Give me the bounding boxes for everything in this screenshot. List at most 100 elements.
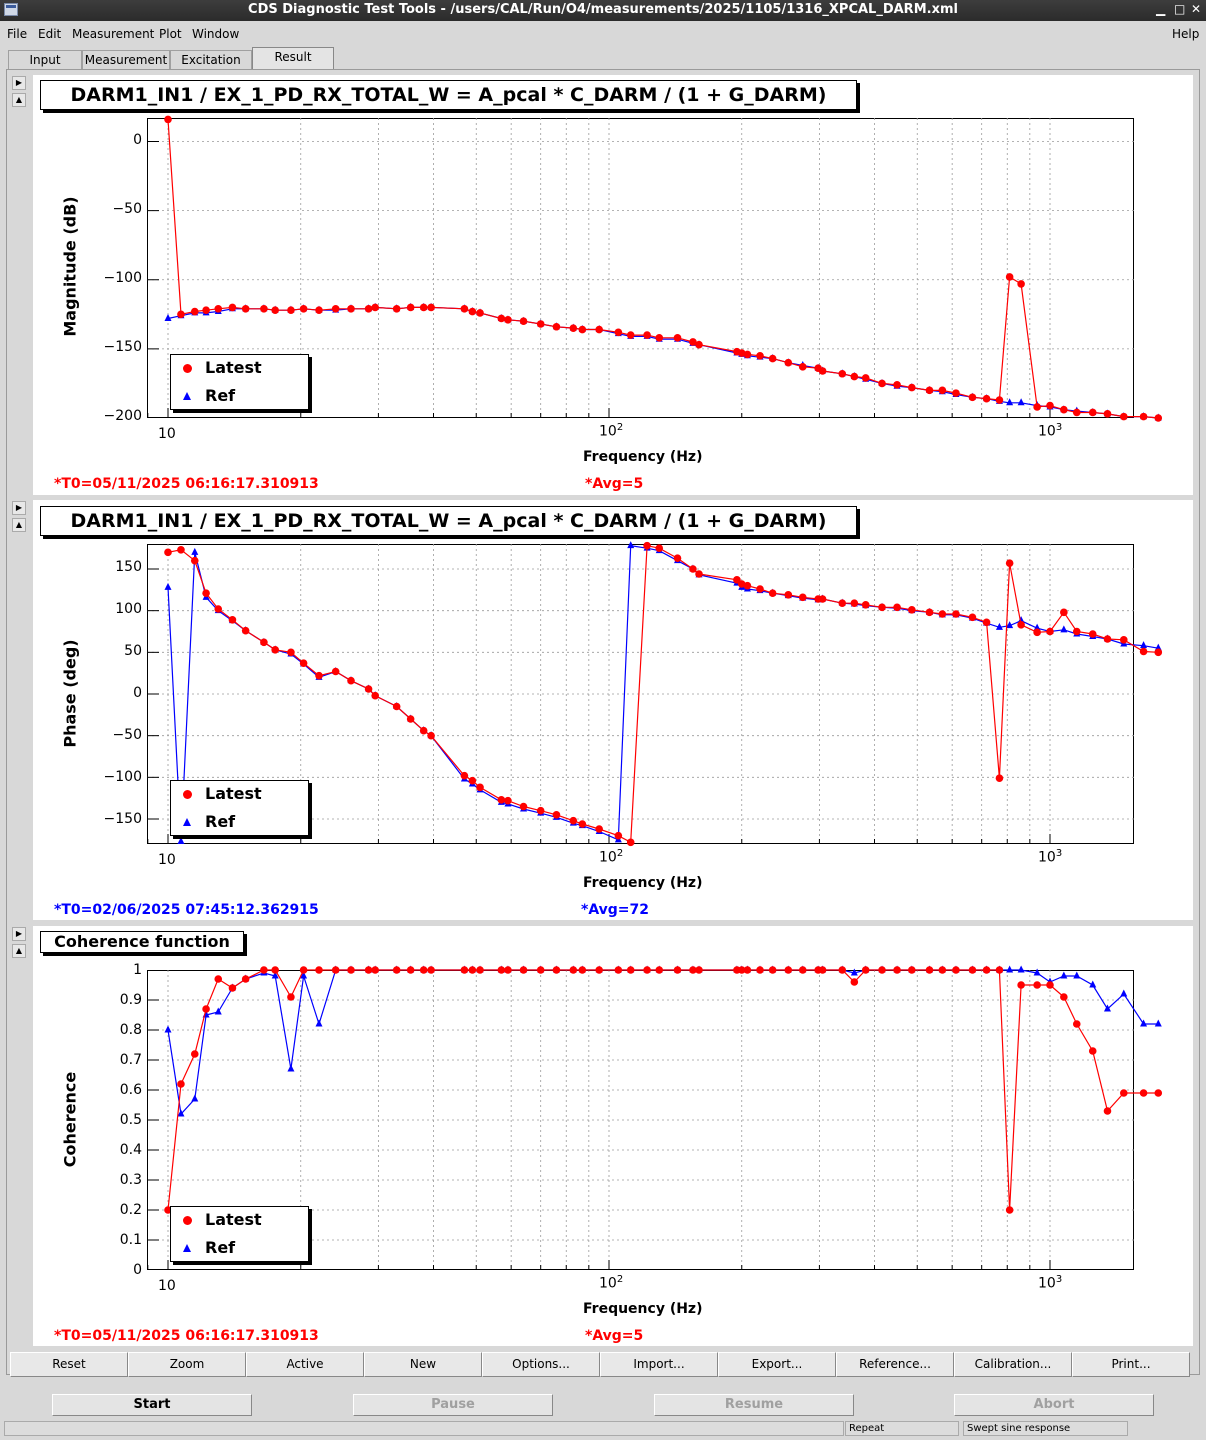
pad-collapse-arrow-icon[interactable]: ▲: [12, 944, 26, 958]
latest-data-point: [784, 966, 793, 974]
menu-measurement[interactable]: Measurement: [72, 27, 155, 41]
latest-data-point: [190, 556, 199, 565]
reference-button[interactable]: Reference...: [836, 1352, 954, 1377]
latest-data-point: [925, 966, 934, 974]
tab-measurement[interactable]: Measurement: [82, 50, 170, 69]
latest-data-point: [331, 304, 340, 313]
phase-chart[interactable]: [147, 541, 1163, 847]
export-button[interactable]: Export...: [718, 1352, 836, 1377]
y-axis-label: Phase (deg): [60, 639, 80, 748]
pause-button[interactable]: Pause: [353, 1394, 553, 1416]
latest-data-point: [287, 993, 295, 1001]
latest-data-point: [1088, 408, 1097, 417]
latest-data-point: [427, 731, 435, 740]
magnitude-plot-frame[interactable]: [147, 118, 1134, 418]
options-button[interactable]: Options...: [482, 1352, 600, 1377]
latest-data-point: [419, 966, 428, 974]
legend-ref: Ref: [205, 1238, 236, 1257]
latest-data-point: [982, 966, 991, 974]
latest-series-line: [167, 969, 1159, 1211]
latest-data-point: [552, 966, 561, 974]
latest-data-point: [260, 966, 268, 974]
latest-data-point: [497, 796, 506, 804]
ref-series-line: [167, 969, 1159, 1116]
legend[interactable]: Latest Ref: [170, 354, 309, 410]
ref-data-point: [315, 1019, 323, 1027]
zoom-button[interactable]: Zoom: [128, 1352, 246, 1377]
latest-data-point: [643, 331, 651, 339]
latest-data-point: [1033, 403, 1041, 411]
pad-collapse-arrow-icon[interactable]: ▲: [12, 93, 26, 107]
calibration-button[interactable]: Calibration...: [954, 1352, 1072, 1377]
latest-data-point: [315, 306, 323, 314]
x-tick: 102: [599, 1274, 623, 1292]
pad-expand-arrow-icon[interactable]: ▶: [12, 76, 26, 90]
plot-title: DARM1_IN1 / EX_1_PD_RX_TOTAL_W = A_pcal …: [40, 506, 857, 536]
pad-collapse-arrow-icon[interactable]: ▲: [12, 518, 26, 532]
menu-window[interactable]: Window: [192, 27, 240, 41]
legend-latest: Latest: [205, 784, 262, 803]
print-button[interactable]: Print...: [1072, 1352, 1190, 1377]
latest-data-point: [968, 393, 977, 402]
new-button[interactable]: New: [364, 1352, 482, 1377]
close-icon[interactable]: ✕: [1191, 2, 1202, 16]
legend[interactable]: Latest Ref: [170, 780, 309, 836]
ref-data-point: [627, 541, 635, 549]
ref-data-point: [191, 1094, 199, 1102]
latest-data-point: [818, 367, 827, 375]
x-tick: 10: [158, 852, 176, 868]
ref-data-point: [1140, 1019, 1148, 1027]
ref-data-point: [850, 968, 858, 976]
minimize-icon[interactable]: ▁: [1156, 2, 1166, 16]
tab-input[interactable]: Input: [8, 50, 82, 69]
latest-data-point: [228, 616, 237, 624]
status-repeat: Repeat: [845, 1421, 959, 1436]
legend[interactable]: Latest Ref: [170, 1206, 309, 1262]
ref-data-point: [1140, 641, 1148, 649]
y-tick: 150: [115, 559, 142, 575]
latest-data-point: [893, 381, 901, 389]
latest-data-point: [818, 595, 827, 603]
ref-data-point: [300, 971, 308, 979]
latest-data-point: [214, 975, 223, 983]
abort-button[interactable]: Abort: [954, 1394, 1154, 1416]
maximize-icon[interactable]: □: [1174, 2, 1186, 16]
x-tick: 10: [158, 426, 176, 442]
latest-data-point: [1033, 628, 1041, 637]
latest-data-point: [260, 638, 268, 647]
tab-excitation[interactable]: Excitation: [170, 50, 252, 69]
ref-data-point: [1006, 621, 1014, 629]
latest-data-point: [536, 966, 545, 974]
latest-data-point: [878, 966, 886, 974]
active-button[interactable]: Active: [246, 1352, 364, 1377]
latest-data-point: [938, 966, 947, 974]
phase-pad: [33, 500, 1193, 920]
tab-result[interactable]: Result: [252, 47, 334, 70]
latest-data-point: [1139, 412, 1148, 421]
menu-file[interactable]: File: [7, 27, 28, 41]
latest-data-point: [371, 691, 379, 700]
magnitude-chart[interactable]: [147, 115, 1163, 422]
menu-help[interactable]: Help: [1172, 27, 1200, 41]
latest-data-point: [460, 771, 469, 780]
avg-label: *Avg=5: [585, 1328, 644, 1344]
latest-data-point: [315, 966, 323, 974]
resume-button[interactable]: Resume: [654, 1394, 854, 1416]
pad-expand-arrow-icon[interactable]: ▶: [12, 927, 26, 941]
y-tick: −100: [103, 270, 142, 286]
coherence-chart[interactable]: [147, 965, 1163, 1270]
menu-plot[interactable]: Plot: [159, 27, 182, 41]
start-button[interactable]: Start: [52, 1394, 252, 1416]
latest-data-point: [214, 605, 223, 613]
latest-data-point: [347, 676, 355, 685]
latest-data-point: [1154, 414, 1163, 422]
ref-marker-icon: [183, 1244, 191, 1252]
y-tick: 0.3: [119, 1172, 142, 1188]
menu-edit[interactable]: Edit: [38, 27, 62, 41]
pad-expand-arrow-icon[interactable]: ▶: [12, 501, 26, 515]
latest-data-point: [364, 685, 373, 693]
latest-data-point: [938, 386, 947, 395]
reset-button[interactable]: Reset: [10, 1352, 128, 1377]
latest-data-point: [1060, 993, 1068, 1001]
import-button[interactable]: Import...: [600, 1352, 718, 1377]
